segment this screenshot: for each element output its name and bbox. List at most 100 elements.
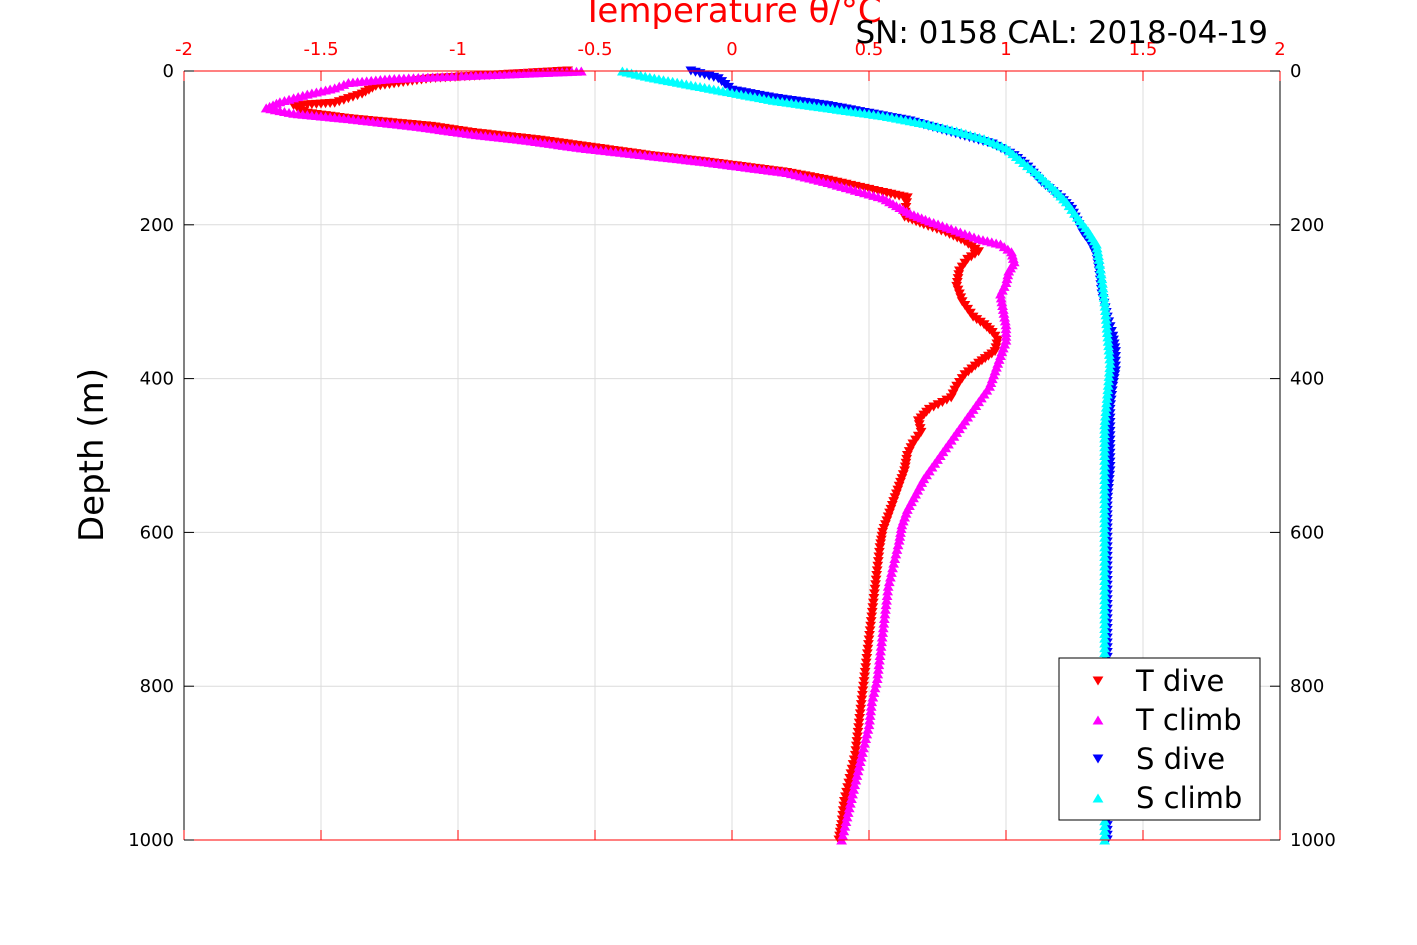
data-point [1099,518,1111,528]
data-point [858,677,870,687]
data-point [1099,619,1111,629]
data-point [840,817,852,827]
data-point [861,654,873,664]
data-point [1099,551,1111,561]
data-point [1003,266,1015,276]
data-point [880,600,892,610]
data-point [886,567,897,577]
data-point [1101,323,1113,333]
data-point [1110,356,1121,366]
data-point [858,681,869,691]
data-point [1101,393,1113,403]
data-point [1095,269,1107,279]
x-tick-label: 0 [726,39,737,60]
data-point [1099,470,1111,480]
data-point [1092,247,1104,257]
data-point [1099,556,1111,566]
x-tick-label: 0.5 [855,39,884,60]
data-point [889,554,901,564]
data-point [1091,243,1103,253]
data-point [882,586,894,596]
data-point [849,750,861,760]
data-point [1099,830,1111,840]
data-point [1099,542,1111,552]
data-point [1099,415,1111,425]
data-point [1091,239,1102,249]
y-tick-label-left: 200 [140,215,174,236]
data-point [1099,609,1111,619]
data-point [893,535,905,545]
data-point [1101,319,1112,329]
data-point [1099,599,1111,609]
data-point [888,558,900,568]
legend-box [1058,657,1261,821]
data-point [1099,821,1111,831]
data-point [853,723,864,733]
data-point [857,747,868,757]
legend-item: S climb [1092,781,1242,815]
data-point [1100,411,1111,421]
y-tick-label-right: 1000 [1290,830,1336,851]
data-point [874,543,886,553]
data-point [1099,513,1111,523]
legend-item: T climb [1092,703,1242,737]
data-point [867,598,879,608]
data-point [1099,297,1111,307]
data-point [867,692,879,702]
data-point [1099,465,1111,475]
data-point [850,746,862,756]
data-point [945,393,957,403]
data-point [848,784,860,794]
data-point [877,623,889,633]
data-point [1099,523,1111,533]
data-point [996,297,1008,307]
data-point [861,649,873,659]
series-t-climb [260,66,1020,845]
data-point [842,807,854,817]
data-point [1093,251,1104,261]
x-tick-label: 1.5 [1129,39,1158,60]
legend-marker [1092,715,1104,725]
data-point [837,806,849,816]
data-point [1100,310,1112,320]
x-tick-label: 1 [1000,39,1011,60]
x-tick-label: -1.5 [303,39,338,60]
data-point [877,627,889,637]
x-axis-title: Temperature θ/°C [581,0,881,31]
data-point [868,594,880,604]
data-point [997,304,1009,314]
data-point [852,766,864,776]
data-point [1099,503,1111,513]
data-point [878,618,890,628]
data-point [896,520,908,530]
x-tick-label: -0.5 [577,39,612,60]
data-point [1101,398,1112,408]
data-point [839,821,851,831]
data-point [1099,585,1111,595]
data-point [869,683,881,693]
x-tick-label: -1 [449,39,467,60]
data-point [941,395,953,405]
data-point [928,402,940,412]
data-point [894,531,906,541]
data-point [995,293,1007,303]
data-point [1099,624,1111,634]
data-point [849,780,861,790]
data-point [1100,402,1112,412]
data-point [854,709,866,719]
data-point [844,798,856,808]
data-point [864,630,875,640]
y-axis-title: Depth (m) [72,368,112,542]
y-tick-label-left: 400 [140,369,174,390]
data-point [866,612,878,622]
data-point [837,830,849,840]
data-point [864,626,876,636]
y-tick-label-right: 600 [1290,522,1324,543]
data-point [1103,376,1114,386]
data-point [851,737,863,747]
data-point [843,803,855,813]
data-point [1099,508,1111,518]
data-point [853,761,865,771]
y-tick-label-right: 800 [1290,676,1324,697]
